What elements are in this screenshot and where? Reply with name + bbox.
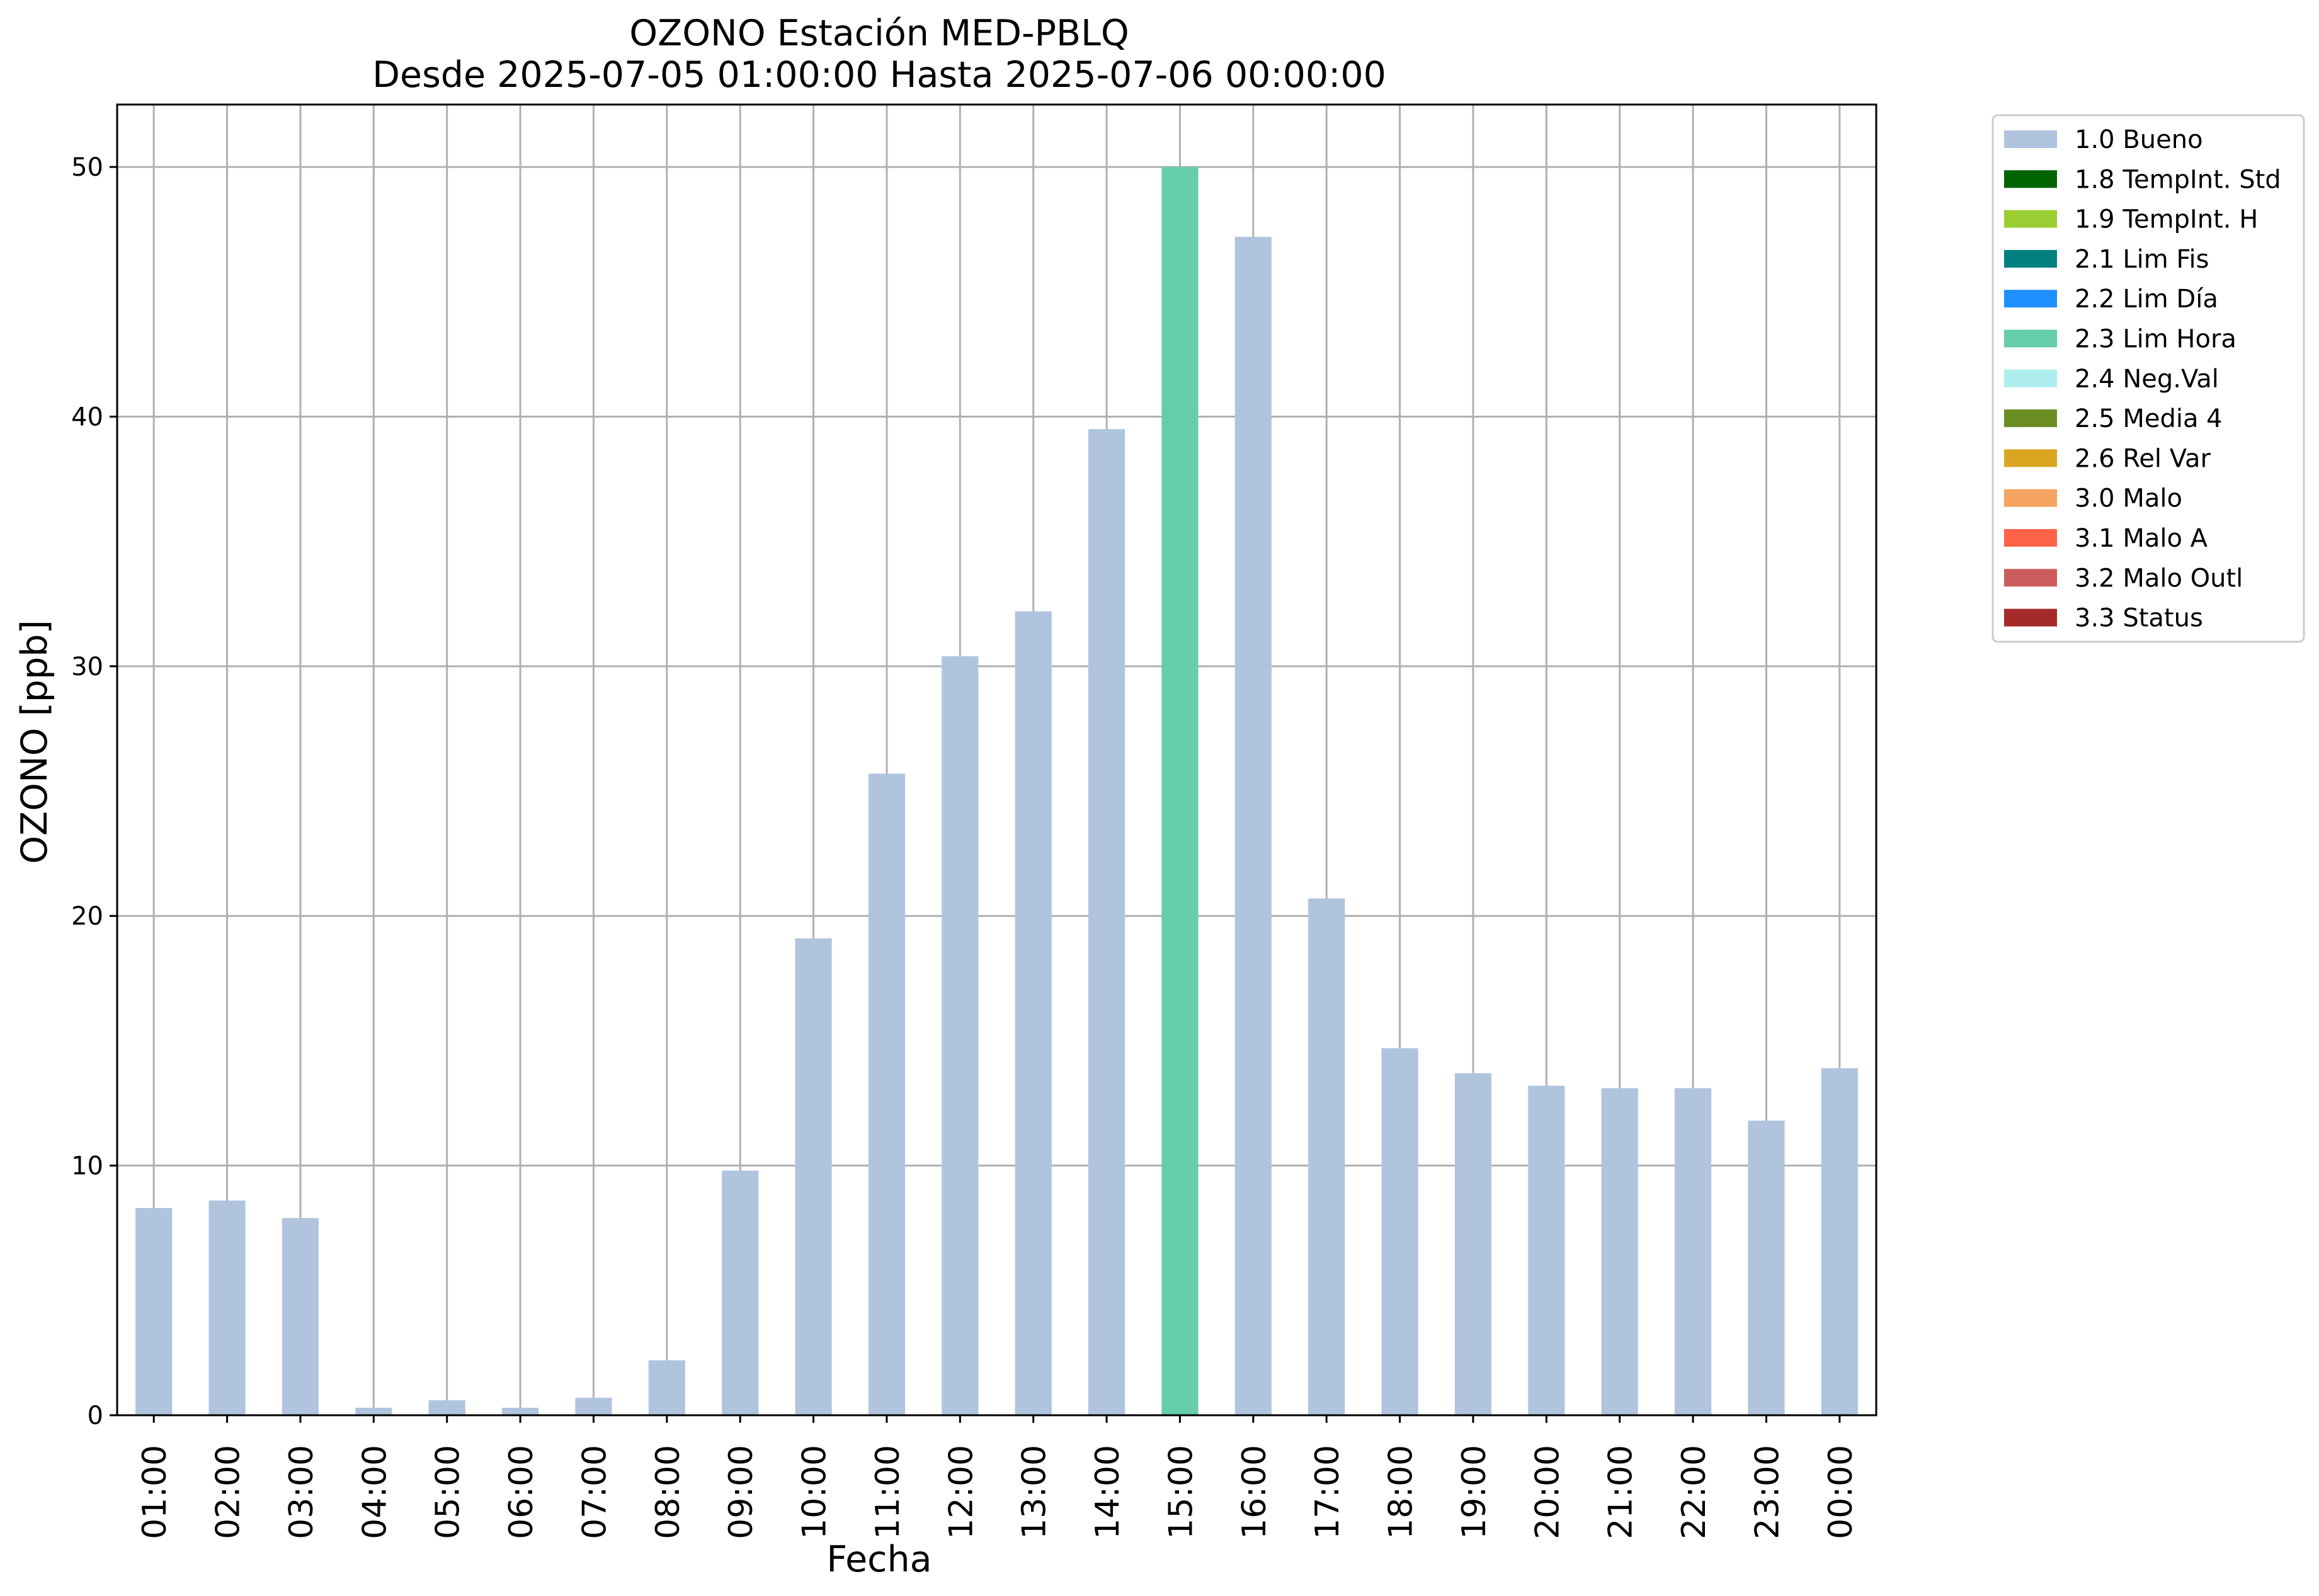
- legend-swatch: [2004, 329, 2057, 348]
- y-tick-label: 40: [71, 402, 103, 431]
- bar-11:00: [868, 773, 906, 1415]
- bar-23:00: [1748, 1120, 1785, 1415]
- x-tick-label: 09:00: [722, 1445, 760, 1539]
- x-tick-label: 23:00: [1748, 1445, 1786, 1539]
- x-tick-label: 04:00: [356, 1445, 394, 1539]
- legend-swatch: [2004, 489, 2057, 507]
- legend-swatch: [2004, 130, 2057, 148]
- x-tick-label: 02:00: [210, 1445, 248, 1539]
- y-tick-label: 50: [71, 153, 103, 182]
- x-tick-label: 11:00: [869, 1445, 907, 1539]
- bar-22:00: [1674, 1088, 1712, 1415]
- bar-12:00: [942, 656, 979, 1415]
- x-tick-label: 06:00: [503, 1445, 540, 1539]
- bar-01:00: [135, 1208, 173, 1415]
- bar-18:00: [1381, 1048, 1418, 1415]
- x-tick-label: 01:00: [136, 1445, 174, 1539]
- y-tick-label: 20: [71, 902, 103, 931]
- bar-10:00: [795, 938, 832, 1415]
- x-tick-label: 03:00: [283, 1445, 321, 1539]
- bar-07:00: [575, 1398, 612, 1415]
- bar-15:00: [1161, 167, 1199, 1416]
- y-tick-label: 30: [71, 653, 103, 681]
- legend-swatch: [2004, 569, 2057, 587]
- bar-00:00: [1821, 1068, 1858, 1415]
- x-tick-label: 17:00: [1309, 1445, 1347, 1539]
- legend-label: 3.2 Malo Outl: [2075, 564, 2243, 593]
- legend-swatch: [2004, 249, 2057, 268]
- legend-swatch: [2004, 449, 2057, 467]
- x-tick-label: 10:00: [796, 1445, 834, 1539]
- chart-subtitle: Desde 2025-07-05 01:00:00 Hasta 2025-07-…: [372, 54, 1386, 96]
- x-tick-label: 13:00: [1016, 1445, 1054, 1539]
- x-tick-label: 16:00: [1236, 1445, 1273, 1539]
- legend-swatch: [2004, 210, 2057, 228]
- bar-08:00: [648, 1360, 685, 1415]
- bar-05:00: [428, 1400, 465, 1415]
- y-tick-label: 10: [71, 1152, 103, 1181]
- bar-19:00: [1454, 1073, 1492, 1415]
- bar-20:00: [1528, 1085, 1565, 1415]
- legend-swatch: [2004, 608, 2057, 627]
- y-axis-ticks: 0 10 20 30 40 50: [71, 153, 117, 1430]
- y-axis-label: OZONO [ppb]: [14, 620, 55, 864]
- chart-title: OZONO Estación MED-PBLQ: [629, 13, 1129, 54]
- legend-swatch: [2004, 369, 2057, 387]
- bar-09:00: [722, 1170, 759, 1415]
- legend-box: [1991, 114, 2305, 643]
- legend-label: 1.9 TempInt. H: [2075, 205, 2258, 234]
- x-tick-label: 20:00: [1529, 1445, 1566, 1539]
- x-axis-label: Fecha: [826, 1539, 932, 1580]
- legend: 1.0 Bueno 1.8 TempInt. Std 1.9 TempInt. H 2…: [1991, 114, 2305, 643]
- bar-14:00: [1088, 429, 1125, 1416]
- legend-label: 3.3 Status: [2075, 604, 2203, 633]
- legend-label: 3.1 Malo A: [2075, 524, 2208, 553]
- bar-16:00: [1234, 237, 1272, 1415]
- legend-swatch: [2004, 170, 2057, 188]
- legend-label: 2.5 Media 4: [2075, 404, 2223, 433]
- x-tick-label: 22:00: [1675, 1445, 1713, 1539]
- legend-label: 1.0 Bueno: [2075, 125, 2203, 154]
- legend-label: 2.4 Neg.Val: [2075, 365, 2219, 394]
- bar-17:00: [1308, 898, 1345, 1415]
- x-tick-label: 19:00: [1456, 1445, 1493, 1539]
- bar-04:00: [355, 1408, 392, 1415]
- legend-label: 3.0 Malo: [2075, 484, 2182, 513]
- legend-swatch: [2004, 529, 2057, 547]
- x-axis-ticks: 01:00 02:00 03:00 04:00 05:00 06:00 07:00 08:00…: [136, 1415, 1860, 1539]
- y-tick-label: 0: [88, 1401, 103, 1430]
- legend-label: 2.3 Lim Hora: [2075, 325, 2236, 354]
- bar-02:00: [208, 1200, 246, 1415]
- legend-label: 2.1 Lim Fis: [2075, 245, 2209, 274]
- plot-frame: [116, 103, 1877, 1416]
- bar-21:00: [1601, 1088, 1638, 1415]
- x-tick-label: 05:00: [430, 1445, 467, 1539]
- x-tick-label: 00:00: [1822, 1445, 1860, 1539]
- legend-swatch: [2004, 409, 2057, 428]
- legend-label: 1.8 TempInt. Std: [2075, 165, 2281, 194]
- legend-label: 2.2 Lim Día: [2075, 285, 2218, 314]
- x-tick-label: 08:00: [649, 1445, 687, 1539]
- x-tick-label: 14:00: [1089, 1445, 1127, 1539]
- bars: [135, 167, 1858, 1416]
- bar-13:00: [1015, 611, 1052, 1415]
- bar-03:00: [282, 1217, 319, 1415]
- bar-06:00: [501, 1408, 539, 1415]
- legend-label: 2.6 Rel Var: [2075, 444, 2211, 473]
- x-tick-label: 15:00: [1162, 1445, 1200, 1539]
- x-tick-label: 18:00: [1382, 1445, 1420, 1539]
- x-tick-label: 12:00: [942, 1445, 980, 1539]
- x-tick-label: 21:00: [1602, 1445, 1640, 1539]
- x-tick-label: 07:00: [576, 1445, 613, 1539]
- legend-swatch: [2004, 290, 2057, 308]
